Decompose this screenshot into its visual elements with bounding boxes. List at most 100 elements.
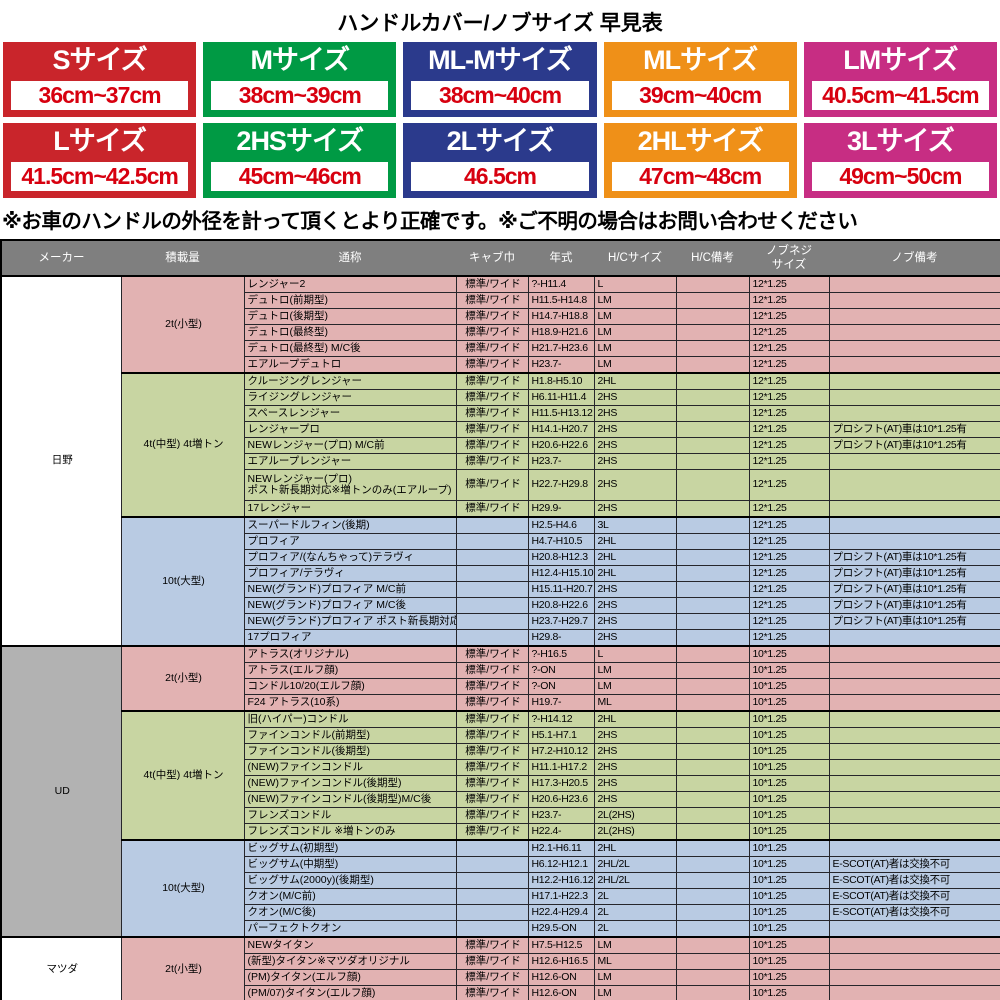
size-badge-range: 40.5cm~41.5cm — [811, 81, 989, 110]
maker-cell: 日野 — [0, 275, 122, 647]
knob-screw-size-cell: 12*1.25 — [748, 453, 830, 470]
knob-screw-size-cell: 12*1.25 — [748, 597, 830, 614]
knob-screw-size-cell: 12*1.25 — [748, 421, 830, 438]
model-year-cell: H20.8-H12.3 — [527, 549, 595, 566]
table-row: エアループレンジャー 標準/ワイド H23.7- 2HS 12*1.25 — [1, 453, 1000, 470]
model-year-cell: H29.8- — [527, 629, 595, 647]
model-name-cell: デュトロ(最終型) — [243, 324, 457, 341]
cab-width-cell: 標準/ワイド — [455, 437, 529, 454]
knob-note-cell: E-SCOT(AT)者は交換不可 — [828, 904, 1000, 921]
size-badge-label: 3Lサイズ — [847, 126, 955, 156]
knob-screw-size-cell: 12*1.25 — [748, 469, 830, 501]
size-chart-table: メーカー 積載量 通称 キャブ巾 年式 H/Cサイズ H/C備考 ノブネジ サイズ ノブ備考 日… — [0, 239, 1000, 1000]
hc-size-cell: 2HL/2L — [593, 872, 677, 889]
cab-width-cell: 標準/ワイド — [455, 275, 529, 293]
model-name-cell: ライジングレンジャー — [243, 389, 457, 406]
knob-screw-size-cell: 10*1.25 — [748, 953, 830, 970]
knob-screw-size-cell: 12*1.25 — [748, 292, 830, 309]
load-class-cell: 10t(大型) — [120, 516, 245, 647]
knob-screw-size-cell: 12*1.25 — [748, 581, 830, 598]
hc-note-cell — [675, 405, 750, 422]
model-year-cell: H6.12-H12.1 — [527, 856, 595, 873]
knob-note-cell — [828, 405, 1000, 422]
hc-note-cell — [675, 356, 750, 374]
hc-note-cell — [675, 743, 750, 760]
model-year-cell: ?-H11.4 — [527, 275, 595, 293]
size-badge: Sサイズ 36cm~37cm — [3, 42, 197, 117]
hc-size-cell: 2HL — [593, 372, 677, 390]
knob-screw-size-cell: 12*1.25 — [748, 372, 830, 390]
hc-note-cell — [675, 581, 750, 598]
hc-note-cell — [675, 292, 750, 309]
hc-size-cell: 2HL — [593, 549, 677, 566]
load-class-cell: 2t(小型) — [120, 936, 245, 1000]
knob-note-cell — [828, 340, 1000, 357]
cab-width-cell: 標準/ワイド — [455, 308, 529, 325]
model-name-cell: ファインコンドル(前期型) — [243, 727, 457, 744]
knob-screw-size-cell: 10*1.25 — [748, 888, 830, 905]
knob-screw-size-cell: 12*1.25 — [748, 549, 830, 566]
model-year-cell: H23.7-H29.7 — [527, 613, 595, 630]
hc-note-cell — [675, 839, 750, 857]
knob-note-cell: E-SCOT(AT)者は交換不可 — [828, 888, 1000, 905]
table-row: NEW(グランド)プロフィア ポスト新長期対応(エアループ) H23.7-H29.… — [1, 613, 1000, 630]
knob-note-cell — [828, 969, 1000, 986]
knob-note-cell — [828, 759, 1000, 776]
knob-screw-size-cell: 10*1.25 — [748, 775, 830, 792]
table-row: デュトロ(後期型) 標準/ワイド H14.7-H18.8 LM 12*1.25 — [1, 308, 1000, 325]
table-row: NEW(グランド)プロフィア M/C後 H20.8-H22.6 2HS 12*1.25… — [1, 597, 1000, 614]
model-name-cell: NEWタイタン — [243, 936, 457, 954]
knob-screw-size-cell: 12*1.25 — [748, 340, 830, 357]
table-row: UD 2t(小型) アトラス(オリジナル) 標準/ワイド ?-H16.5 L 10*1.25 — [0, 645, 1000, 938]
knob-note-cell: プロシフト(AT)車は10*1.25有 — [828, 549, 1000, 566]
knob-note-cell — [828, 662, 1000, 679]
cab-width-cell: 標準/ワイド — [455, 710, 529, 728]
knob-screw-size-cell: 10*1.25 — [748, 807, 830, 824]
hc-note-cell — [675, 516, 750, 534]
knob-screw-size-cell: 10*1.25 — [748, 823, 830, 841]
model-year-cell: H22.4-H29.4 — [527, 904, 595, 921]
table-row: 17レンジャー 標準/ワイド H29.9- 2HS 12*1.25 — [1, 500, 1000, 518]
hc-note-cell — [675, 920, 750, 938]
model-year-cell: H12.6-ON — [527, 985, 595, 1000]
model-name-cell: コンドル10/20(エルフ顔) — [243, 678, 457, 695]
knob-note-cell — [828, 645, 1000, 663]
table-row: (NEW)ファインコンドル(後期型) 標準/ワイド H17.3-H20.5 2HS 10… — [1, 775, 1000, 792]
knob-note-cell — [828, 775, 1000, 792]
knob-screw-size-cell: 10*1.25 — [748, 662, 830, 679]
hc-note-cell — [675, 694, 750, 712]
knob-note-cell — [828, 533, 1000, 550]
load-class-cell: 4t(中型) 4t増トン — [120, 372, 245, 518]
table-row: ファインコンドル(後期型) 標準/ワイド H7.2-H10.12 2HS 10*1.25 — [1, 743, 1000, 760]
hc-note-cell — [675, 823, 750, 841]
hc-size-cell: 2HS — [593, 743, 677, 760]
model-year-cell: H12.4-H15.10 — [527, 565, 595, 582]
hc-note-cell — [675, 372, 750, 390]
table-header: メーカー 積載量 通称 キャブ巾 年式 H/Cサイズ H/C備考 ノブネジ サイズ ノブ備考 — [1, 240, 1000, 277]
hc-size-cell: 2HS — [593, 629, 677, 647]
hc-size-cell: 2L(2HS) — [593, 823, 677, 841]
knob-note-cell — [828, 823, 1000, 841]
size-badge-range: 47cm~48cm — [611, 162, 789, 191]
model-year-cell: H19.7- — [527, 694, 595, 712]
table-row: パーフェクトクオン H29.5-ON 2L 10*1.25 — [1, 920, 1000, 938]
model-year-cell: H12.6-H16.5 — [527, 953, 595, 970]
cab-width-cell — [455, 839, 529, 857]
knob-screw-size-cell: 10*1.25 — [748, 710, 830, 728]
hc-size-cell: L — [593, 275, 677, 293]
model-name-cell: 旧(ハイパー)コンドル — [243, 710, 457, 728]
maker-cell: マツダ — [0, 936, 122, 1000]
hc-size-cell: LM — [593, 969, 677, 986]
model-name-cell: (新型)タイタン※マツダオリジナル — [243, 953, 457, 970]
cab-width-cell — [455, 888, 529, 905]
knob-screw-size-cell: 12*1.25 — [748, 565, 830, 582]
table-row: クオン(M/C前) H17.1-H22.3 2L 10*1.25 E-SCOT(AT)者… — [1, 888, 1000, 905]
model-year-cell: H22.4- — [527, 823, 595, 841]
model-year-cell: H17.1-H22.3 — [527, 888, 595, 905]
model-name-cell: (PM/07)タイタン(エルフ顔) — [243, 985, 457, 1000]
hc-note-cell — [675, 437, 750, 454]
model-name-cell: アトラス(エルフ顔) — [243, 662, 457, 679]
model-name-cell: スペースレンジャー — [243, 405, 457, 422]
knob-note-cell — [828, 953, 1000, 970]
model-name-cell: アトラス(オリジナル) — [243, 645, 457, 663]
